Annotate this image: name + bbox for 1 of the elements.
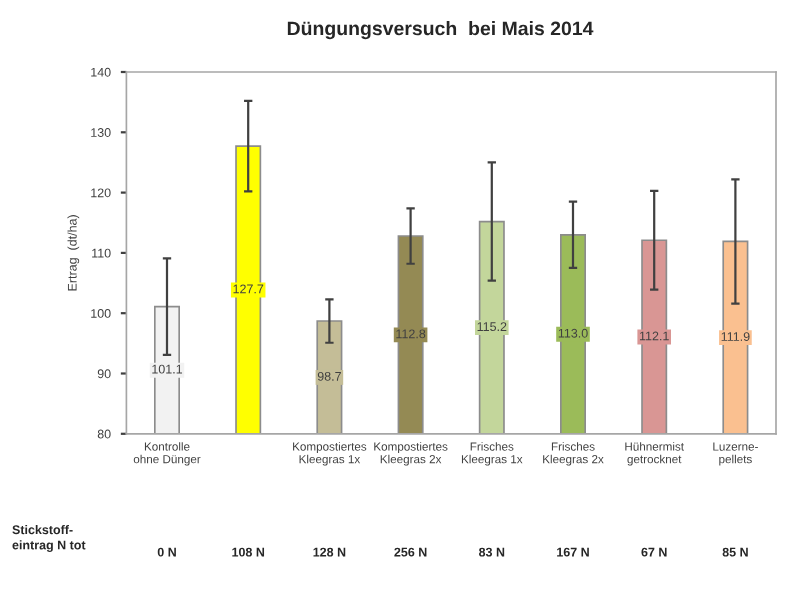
- chart-title: Düngungsversuch bei Mais 2014: [287, 21, 594, 40]
